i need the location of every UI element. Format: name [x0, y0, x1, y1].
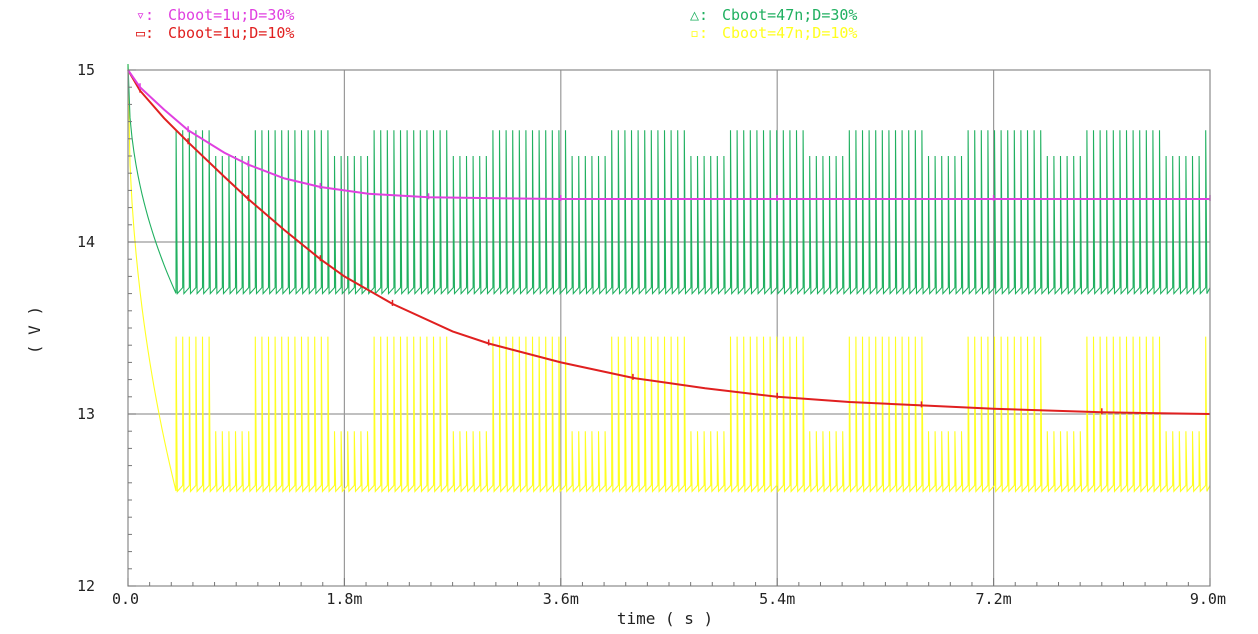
series-line — [127, 63, 1211, 296]
legend-marker: ▭: — [136, 24, 154, 42]
x-tick-label: 1.8m — [326, 590, 362, 608]
legend-entry: ▿: Cboot=1u;D=30% — [136, 6, 294, 24]
series-line — [127, 69, 1210, 200]
legend-label: Cboot=47n;D=30% — [722, 6, 857, 24]
legend-marker: △: — [690, 6, 708, 24]
x-tick-label: 5.4m — [759, 590, 795, 608]
x-tick-label: 3.6m — [543, 590, 579, 608]
legend-marker: ▫: — [690, 24, 708, 42]
y-axis-label: ( V ) — [25, 306, 44, 354]
axes — [127, 69, 1211, 587]
x-tick-label: 0.0 — [112, 590, 139, 608]
series-line — [127, 63, 1211, 493]
y-tick-label: 15 — [77, 61, 95, 79]
series-lines — [127, 63, 1211, 493]
x-tick-label: 9.0m — [1190, 590, 1226, 608]
legend-label: Cboot=1u;D=10% — [168, 24, 294, 42]
y-tick-label: 14 — [77, 233, 95, 251]
legend-entry: ▫: Cboot=47n;D=10% — [690, 24, 857, 42]
legend-label: Cboot=1u;D=30% — [168, 6, 294, 24]
legend: ▿: Cboot=1u;D=30% ▭: Cboot=1u;D=10% △: Cboot=… — [136, 6, 857, 42]
legend-marker: ▿: — [136, 6, 154, 24]
plot-frame — [127, 69, 1211, 587]
x-tick-label: 7.2m — [976, 590, 1012, 608]
y-tick-label: 12 — [77, 577, 95, 595]
grid — [128, 70, 1210, 586]
legend-entry: ▭: Cboot=1u;D=10% — [136, 24, 294, 42]
legend-label: Cboot=47n;D=10% — [722, 24, 857, 42]
tick-labels: 0.0 1.8m 3.6m 5.4m 7.2m 9.0m 12 13 14 15 — [77, 61, 1226, 608]
series-line — [127, 69, 1211, 415]
y-tick-label: 13 — [77, 405, 95, 423]
x-axis-label: time ( s ) — [617, 609, 713, 628]
legend-entry: △: Cboot=47n;D=30% — [690, 6, 857, 24]
